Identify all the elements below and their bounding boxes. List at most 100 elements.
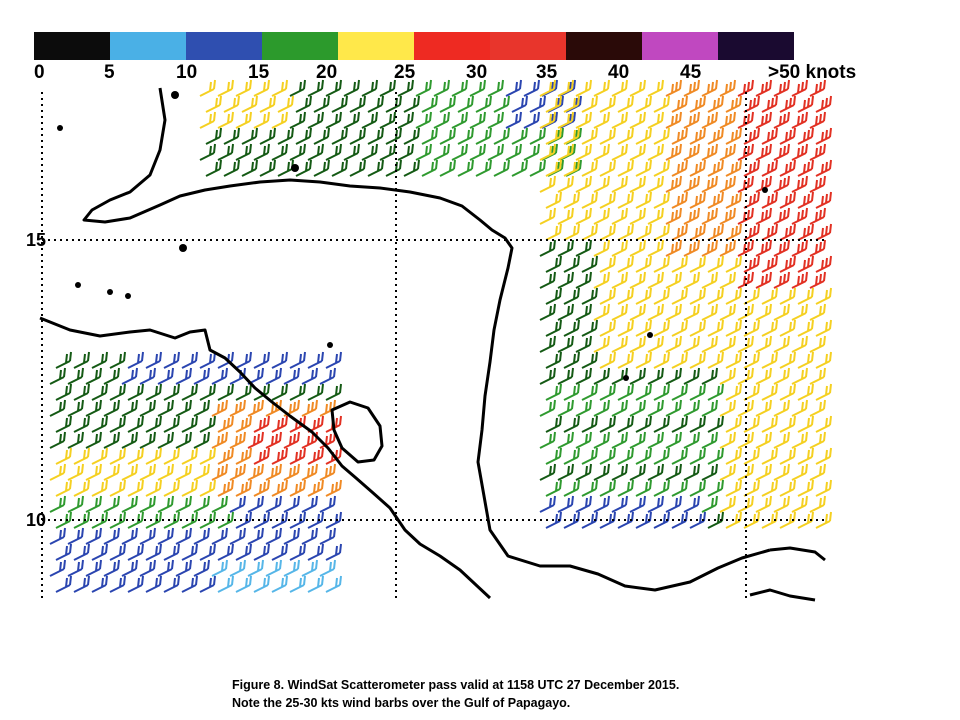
wind-barb bbox=[791, 463, 808, 481]
wind-barb bbox=[385, 127, 402, 145]
wind-barb bbox=[49, 559, 66, 577]
wind-barb bbox=[109, 415, 126, 433]
island bbox=[327, 342, 333, 348]
wind-barb bbox=[85, 399, 102, 417]
wind-barb bbox=[175, 559, 192, 577]
wind-barb bbox=[145, 511, 162, 529]
wind-barb bbox=[193, 367, 210, 385]
wind-barb bbox=[157, 495, 174, 513]
wind-barb bbox=[611, 207, 628, 225]
wind-barb bbox=[671, 287, 688, 305]
wind-barb bbox=[575, 303, 592, 321]
wind-barb bbox=[545, 415, 562, 433]
wind-barb bbox=[289, 575, 306, 593]
wind-barb bbox=[109, 575, 126, 593]
wind-barb bbox=[211, 463, 228, 481]
wind-barb bbox=[743, 255, 760, 273]
wind-barb bbox=[163, 351, 180, 369]
wind-barb bbox=[737, 495, 754, 513]
wind-barb bbox=[253, 351, 270, 369]
wind-barb bbox=[707, 447, 724, 465]
wind-barb bbox=[653, 255, 670, 273]
wind-barb bbox=[653, 159, 670, 177]
wind-barb bbox=[539, 271, 556, 289]
wind-barb bbox=[617, 223, 634, 241]
wind-barb bbox=[181, 415, 198, 433]
wind-barb bbox=[505, 79, 522, 97]
wind-barb bbox=[719, 367, 736, 385]
wind-barb bbox=[235, 79, 252, 97]
wind-barb bbox=[725, 191, 742, 209]
wind-barb bbox=[199, 351, 216, 369]
wind-barb bbox=[689, 159, 706, 177]
wind-barb bbox=[397, 111, 414, 129]
wind-barb bbox=[523, 111, 540, 129]
wind-barb bbox=[493, 127, 510, 145]
colorbar-label: 5 bbox=[104, 62, 115, 83]
wind-barb bbox=[581, 127, 598, 145]
wind-barb bbox=[755, 239, 772, 257]
wind-barb bbox=[235, 479, 252, 497]
wind-barb bbox=[545, 255, 562, 273]
wind-barb bbox=[73, 383, 90, 401]
wind-barb bbox=[217, 79, 234, 97]
wind-barb bbox=[145, 415, 162, 433]
wind-barb bbox=[557, 335, 574, 353]
wind-barb bbox=[761, 287, 778, 305]
wind-barb bbox=[157, 559, 174, 577]
wind-barb bbox=[157, 463, 174, 481]
wind-barb bbox=[253, 383, 270, 401]
wind-barb bbox=[797, 127, 814, 145]
wind-barb bbox=[145, 447, 162, 465]
wind-barb bbox=[761, 511, 778, 529]
wind-barb bbox=[289, 143, 306, 161]
wind-barb bbox=[815, 447, 832, 465]
wind-barb bbox=[127, 447, 144, 465]
wind-barb bbox=[181, 575, 198, 593]
island bbox=[647, 332, 653, 338]
wind-barb bbox=[791, 303, 808, 321]
wind-barb bbox=[545, 511, 562, 529]
wind-barb bbox=[181, 511, 198, 529]
wind-barb bbox=[581, 159, 598, 177]
wind-barb bbox=[55, 447, 72, 465]
wind-barb bbox=[557, 271, 574, 289]
wind-barb bbox=[719, 463, 736, 481]
wind-barb bbox=[815, 351, 832, 369]
wind-barb bbox=[647, 111, 664, 129]
wind-barb bbox=[629, 399, 646, 417]
wind-barb bbox=[701, 79, 718, 97]
wind-barb bbox=[217, 479, 234, 497]
wind-barb bbox=[199, 447, 216, 465]
wind-barb bbox=[487, 111, 504, 129]
wind-barb bbox=[725, 319, 742, 337]
wind-barb bbox=[127, 351, 144, 369]
island bbox=[75, 282, 81, 288]
wind-barb bbox=[325, 447, 342, 465]
wind-barb bbox=[319, 431, 336, 449]
wind-barb bbox=[647, 207, 664, 225]
wind-barb bbox=[563, 383, 580, 401]
wind-barb bbox=[581, 415, 598, 433]
wind-barb bbox=[593, 175, 610, 193]
wind-barb bbox=[307, 543, 324, 561]
wind-barb bbox=[223, 127, 240, 145]
wind-barb bbox=[55, 575, 72, 593]
wind-barb bbox=[211, 367, 228, 385]
wind-barb bbox=[581, 447, 598, 465]
wind-barb bbox=[85, 527, 102, 545]
wind-barb bbox=[599, 191, 616, 209]
wind-barb bbox=[599, 95, 616, 113]
wind-barb bbox=[67, 495, 84, 513]
wind-barb bbox=[545, 479, 562, 497]
wind-barb bbox=[791, 111, 808, 129]
wind-barb bbox=[247, 399, 264, 417]
wind-barb bbox=[139, 399, 156, 417]
wind-barb bbox=[707, 191, 724, 209]
wind-barb bbox=[511, 159, 528, 177]
wind-barb bbox=[737, 303, 754, 321]
wind-barb bbox=[557, 399, 574, 417]
wind-barb bbox=[545, 287, 562, 305]
wind-barb bbox=[385, 95, 402, 113]
wind-barb bbox=[617, 127, 634, 145]
